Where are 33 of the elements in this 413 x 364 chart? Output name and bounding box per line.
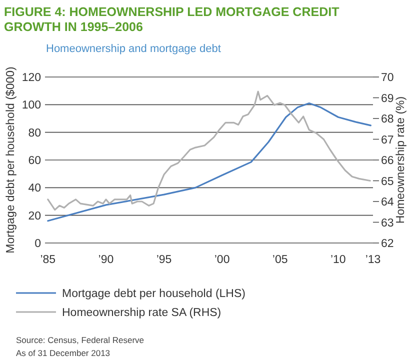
y2-tick-label: 67 (381, 134, 394, 146)
y-tick-label: 100 (22, 100, 41, 112)
y2-tick-label: 68 (381, 114, 394, 126)
source-note: Source: Census, Federal Reserve (16, 335, 144, 345)
x-tick-label: ’05 (272, 254, 288, 266)
legend-label: Homeownership rate SA (RHS) (62, 307, 222, 319)
x-tick-label: ’00 (214, 254, 230, 266)
y2-tick-label: 65 (381, 176, 394, 188)
y-tick-label: 60 (28, 155, 41, 167)
y-tick-label: 80 (28, 127, 41, 140)
y-tick-label: 20 (28, 210, 41, 222)
x-tick-label: ’13 (365, 254, 381, 266)
y2-tick-label: 69 (381, 92, 394, 105)
y2-tick-label: 64 (381, 196, 394, 208)
y2-axis-title: Homeownership rate (%) (395, 96, 407, 224)
text: As of 31 December 2013 (16, 348, 110, 358)
line-series (47, 102, 372, 222)
y-axis-title: Mortgage debt per household ($000) (5, 66, 17, 254)
x-tick-label: ’95 (156, 254, 172, 266)
chart-title: FIGURE 4: HOMEOWNERSHIP LED MORTGAGE CREDIT GROWTH IN 1995–2006 (4, 5, 340, 34)
chart-subtitle: Homeownership and mortgage debt (46, 43, 221, 55)
y2-tick-label: 62 (381, 238, 394, 250)
y-tick-label: 120 (22, 72, 41, 84)
y2-tick-label: 70 (381, 72, 394, 84)
y-tick-label: 40 (28, 182, 41, 195)
y2-tick-label: 66 (381, 155, 394, 167)
y2-tick-label: 63 (381, 217, 394, 230)
legend-label: Mortgage debt per household (LHS) (62, 288, 246, 300)
x-tick-label: ’85 (40, 254, 56, 266)
y-tick-label: 0 (34, 238, 41, 250)
x-tick-label: ’10 (330, 254, 346, 266)
line-series (47, 90, 371, 211)
x-tick-label: ’90 (98, 254, 114, 266)
